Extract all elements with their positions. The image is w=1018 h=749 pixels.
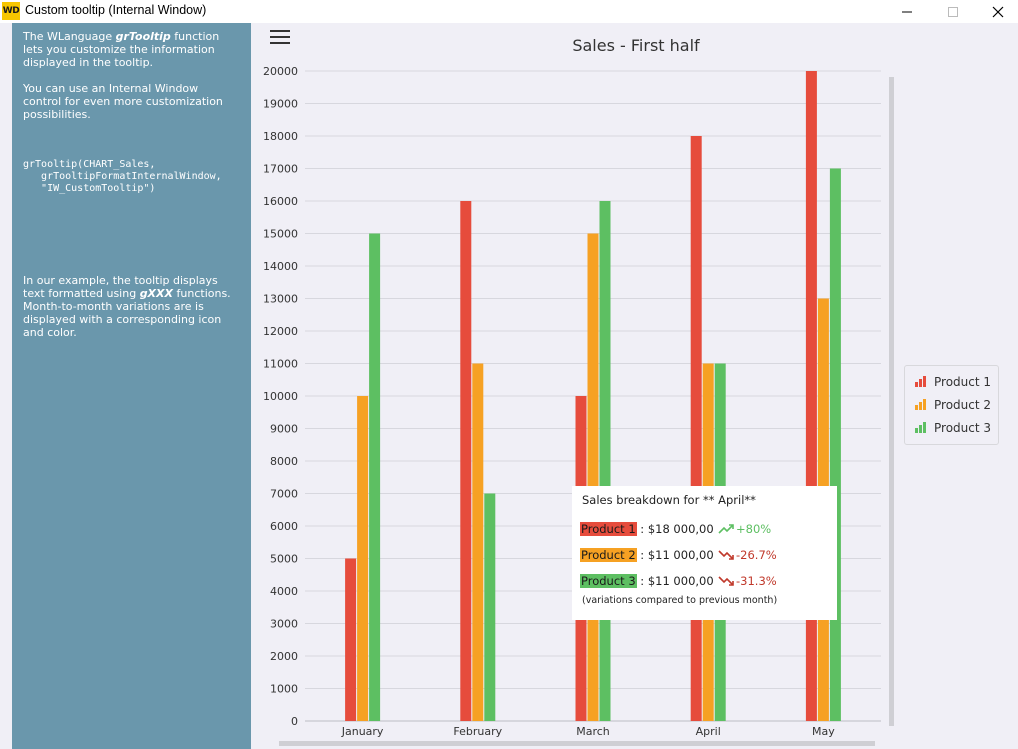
maximize-icon: [948, 7, 958, 17]
y-tick-label: 20000: [263, 65, 298, 78]
y-tick-label: 15000: [263, 228, 298, 241]
title-bar: WD Custom tooltip (Internal Window): [0, 0, 1018, 23]
bar-chart-icon: [915, 376, 926, 387]
tooltip-note: (variations compared to previous month): [582, 595, 778, 606]
minimize-icon: [902, 11, 912, 13]
chart-title: Sales - First half: [572, 36, 700, 55]
bar-january-product-3[interactable]: [369, 233, 381, 722]
close-button[interactable]: [975, 0, 1018, 23]
sidebar-text: function lets you customize the informat…: [23, 30, 220, 69]
chart-legend: Product 1 Product 2 Product 3: [904, 365, 999, 445]
y-axis-ticks: 0 1000 2000 3000 4000 5000 6000 7000 8000 9000 100…: [263, 65, 298, 728]
tooltip-row-product-2: Product 2 : $11 000,00 -26.7%: [580, 548, 777, 564]
product-badge: Product 2: [580, 548, 637, 562]
y-tick-label: 19000: [263, 98, 298, 111]
x-tick-label: February: [453, 725, 502, 738]
x-tick-label: January: [341, 725, 384, 738]
legend-label: Product 3: [934, 421, 992, 435]
windev-app-icon: WD: [2, 2, 20, 20]
sidebar-paragraph-1: The WLanguage grTooltip function lets yo…: [23, 30, 219, 69]
sidebar-paragraph-3: In our example, the tooltip displays tex…: [23, 274, 231, 339]
legend-label: Product 2: [934, 398, 992, 412]
tooltip-value: : $18 000,00: [636, 522, 714, 536]
bar-january-product-2[interactable]: [357, 396, 369, 721]
sidebar-text: The WLanguage: [23, 30, 116, 43]
variation-text: +80%: [736, 522, 772, 536]
legend-label: Product 1: [934, 375, 992, 389]
bar-february-product-3[interactable]: [484, 493, 496, 722]
legend-item-product-1[interactable]: Product 1: [915, 375, 991, 391]
bar-march-product-3[interactable]: [599, 201, 611, 721]
close-icon: [992, 6, 1004, 18]
sidebar-text: functions. Month-to-month variations are…: [23, 287, 231, 339]
trend-down-icon: [718, 550, 734, 560]
bar-january-product-1[interactable]: [345, 558, 357, 722]
bar-march-product-2[interactable]: [587, 233, 599, 722]
function-name: grTooltip: [115, 30, 171, 43]
x-tick-label: April: [696, 725, 721, 738]
variation: -31.3%: [718, 574, 777, 588]
bar-chart-icon: [915, 399, 926, 410]
y-tick-label: 7000: [270, 488, 298, 501]
y-tick-label: 8000: [270, 455, 298, 468]
y-tick-label: 16000: [263, 195, 298, 208]
product-badge: Product 1: [580, 522, 637, 536]
vertical-scrollbar[interactable]: [889, 77, 894, 726]
product-badge: Product 3: [580, 574, 637, 588]
function-family-name: gXXX: [139, 287, 174, 300]
y-tick-label: 3000: [270, 618, 298, 631]
y-tick-label: 0: [291, 715, 298, 728]
info-sidebar: The WLanguage grTooltip function lets yo…: [12, 23, 251, 749]
y-tick-label: 2000: [270, 650, 298, 663]
hamburger-icon[interactable]: [270, 29, 290, 45]
y-tick-label: 18000: [263, 130, 298, 143]
x-tick-label: May: [812, 725, 835, 738]
bar-may-product-3[interactable]: [829, 168, 841, 722]
legend-item-product-2[interactable]: Product 2: [915, 398, 991, 414]
y-tick-label: 5000: [270, 553, 298, 566]
y-tick-label: 17000: [263, 163, 298, 176]
bar-april-product-1[interactable]: [690, 136, 702, 721]
sidebar-paragraph-2: You can use an Internal Window control f…: [23, 82, 223, 121]
bar-chart-icon: [915, 422, 926, 433]
y-tick-label: 14000: [263, 260, 298, 273]
bar-may-product-1[interactable]: [805, 71, 817, 721]
minimize-button[interactable]: [884, 0, 930, 23]
tooltip-row-product-1: Product 1 : $18 000,00 +80%: [580, 522, 771, 538]
y-tick-label: 12000: [263, 325, 298, 338]
x-axis-ticks: January February March April May: [341, 725, 836, 738]
y-tick-label: 4000: [270, 585, 298, 598]
maximize-button[interactable]: [930, 0, 976, 23]
trend-up-icon: [718, 524, 734, 534]
custom-tooltip: Sales breakdown for ** April** Product 1…: [572, 486, 837, 620]
tooltip-value: : $11 000,00: [636, 548, 714, 562]
sidebar-text: In our example, the tooltip displays tex…: [23, 274, 218, 300]
y-tick-label: 9000: [270, 423, 298, 436]
variation: -26.7%: [718, 548, 777, 562]
trend-down-icon: [718, 576, 734, 586]
tooltip-value: : $11 000,00: [636, 574, 714, 588]
window-title: Custom tooltip (Internal Window): [25, 3, 207, 17]
y-tick-label: 11000: [263, 358, 298, 371]
tooltip-title: Sales breakdown for ** April**: [582, 493, 756, 507]
bar-february-product-2[interactable]: [472, 363, 484, 722]
y-tick-label: 6000: [270, 520, 298, 533]
tooltip-row-product-3: Product 3 : $11 000,00 -31.3%: [580, 574, 777, 590]
y-tick-label: 13000: [263, 293, 298, 306]
x-tick-label: March: [576, 725, 610, 738]
horizontal-scrollbar[interactable]: [279, 741, 875, 746]
variation-text: -26.7%: [736, 548, 777, 562]
bar-february-product-1[interactable]: [460, 201, 472, 721]
y-tick-label: 1000: [270, 683, 298, 696]
y-tick-label: 10000: [263, 390, 298, 403]
variation: +80%: [718, 522, 771, 536]
legend-item-product-3[interactable]: Product 3: [915, 421, 991, 437]
variation-text: -31.3%: [736, 574, 777, 588]
code-snippet: grTooltip(CHART_Sales, grTooltipFormatIn…: [23, 159, 222, 194]
